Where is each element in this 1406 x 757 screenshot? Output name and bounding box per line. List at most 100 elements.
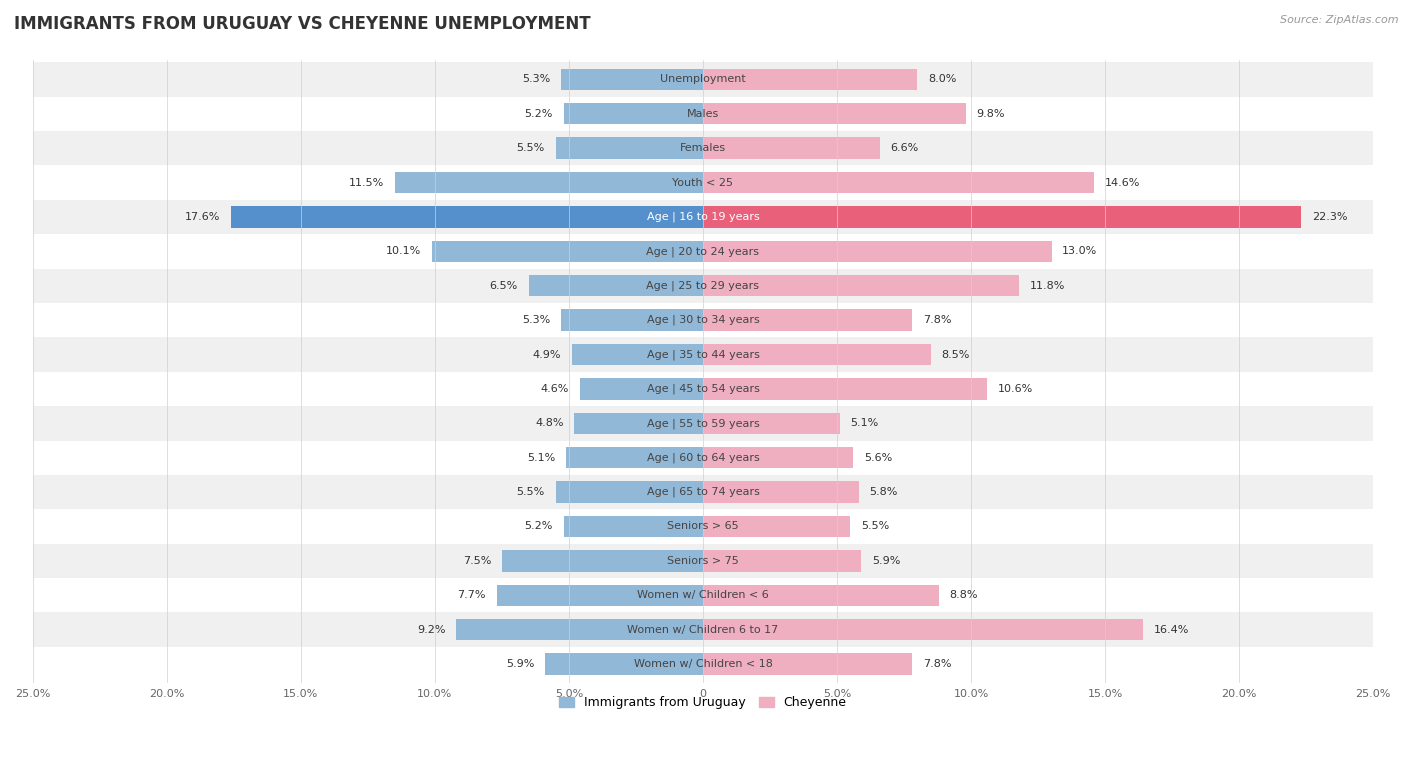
- Bar: [555, 138, 703, 159]
- Bar: [544, 653, 703, 674]
- Bar: [703, 413, 839, 434]
- Bar: [703, 550, 862, 572]
- Text: 11.5%: 11.5%: [349, 178, 384, 188]
- Bar: [703, 619, 1143, 640]
- Bar: [6, 406, 1400, 441]
- Bar: [579, 378, 703, 400]
- Bar: [6, 303, 1400, 338]
- Text: 11.8%: 11.8%: [1031, 281, 1066, 291]
- Text: 7.7%: 7.7%: [457, 590, 486, 600]
- Text: 22.3%: 22.3%: [1312, 212, 1347, 222]
- Text: 6.5%: 6.5%: [489, 281, 517, 291]
- Text: Women w/ Children < 18: Women w/ Children < 18: [634, 659, 772, 669]
- Text: Age | 25 to 29 years: Age | 25 to 29 years: [647, 280, 759, 291]
- Bar: [6, 97, 1400, 131]
- Bar: [561, 69, 703, 90]
- Text: Age | 30 to 34 years: Age | 30 to 34 years: [647, 315, 759, 326]
- Bar: [6, 475, 1400, 509]
- Text: 8.5%: 8.5%: [942, 350, 970, 360]
- Text: 9.2%: 9.2%: [418, 625, 446, 634]
- Text: 5.1%: 5.1%: [527, 453, 555, 463]
- Bar: [561, 310, 703, 331]
- Text: 7.8%: 7.8%: [922, 315, 952, 325]
- Bar: [395, 172, 703, 193]
- Bar: [703, 378, 987, 400]
- Bar: [703, 275, 1019, 297]
- Text: Seniors > 75: Seniors > 75: [666, 556, 740, 566]
- Bar: [703, 653, 912, 674]
- Text: Age | 20 to 24 years: Age | 20 to 24 years: [647, 246, 759, 257]
- Bar: [6, 338, 1400, 372]
- Text: 4.6%: 4.6%: [540, 384, 569, 394]
- Bar: [6, 578, 1400, 612]
- Text: Women w/ Children < 6: Women w/ Children < 6: [637, 590, 769, 600]
- Text: Age | 60 to 64 years: Age | 60 to 64 years: [647, 453, 759, 463]
- Bar: [457, 619, 703, 640]
- Text: Age | 16 to 19 years: Age | 16 to 19 years: [647, 212, 759, 222]
- Text: 14.6%: 14.6%: [1105, 178, 1140, 188]
- Text: 10.1%: 10.1%: [387, 246, 422, 257]
- Text: 9.8%: 9.8%: [977, 109, 1005, 119]
- Text: 5.1%: 5.1%: [851, 419, 879, 428]
- Bar: [529, 275, 703, 297]
- Text: 5.5%: 5.5%: [862, 522, 890, 531]
- Bar: [502, 550, 703, 572]
- Text: 5.3%: 5.3%: [522, 315, 550, 325]
- Bar: [703, 516, 851, 537]
- Bar: [231, 206, 703, 228]
- Text: 7.8%: 7.8%: [922, 659, 952, 669]
- Text: 8.0%: 8.0%: [928, 74, 956, 84]
- Bar: [6, 647, 1400, 681]
- Text: 5.8%: 5.8%: [869, 487, 897, 497]
- Text: 5.5%: 5.5%: [516, 143, 544, 153]
- Bar: [703, 138, 880, 159]
- Bar: [6, 269, 1400, 303]
- Bar: [564, 516, 703, 537]
- Text: 8.8%: 8.8%: [949, 590, 979, 600]
- Bar: [432, 241, 703, 262]
- Text: Females: Females: [681, 143, 725, 153]
- Text: 16.4%: 16.4%: [1153, 625, 1189, 634]
- Text: Youth < 25: Youth < 25: [672, 178, 734, 188]
- Text: 17.6%: 17.6%: [186, 212, 221, 222]
- Bar: [703, 172, 1094, 193]
- Text: 5.6%: 5.6%: [863, 453, 893, 463]
- Text: Age | 45 to 54 years: Age | 45 to 54 years: [647, 384, 759, 394]
- Text: 7.5%: 7.5%: [463, 556, 491, 566]
- Text: 10.6%: 10.6%: [998, 384, 1033, 394]
- Text: 5.3%: 5.3%: [522, 74, 550, 84]
- Bar: [564, 103, 703, 124]
- Bar: [6, 165, 1400, 200]
- Bar: [6, 234, 1400, 269]
- Bar: [567, 447, 703, 469]
- Bar: [703, 241, 1052, 262]
- Bar: [703, 206, 1301, 228]
- Text: 4.9%: 4.9%: [533, 350, 561, 360]
- Text: 5.5%: 5.5%: [516, 487, 544, 497]
- Text: 13.0%: 13.0%: [1063, 246, 1098, 257]
- Text: Unemployment: Unemployment: [661, 74, 745, 84]
- Text: 5.9%: 5.9%: [506, 659, 534, 669]
- Legend: Immigrants from Uruguay, Cheyenne: Immigrants from Uruguay, Cheyenne: [554, 691, 852, 714]
- Text: 5.2%: 5.2%: [524, 109, 553, 119]
- Bar: [572, 344, 703, 365]
- Text: Age | 55 to 59 years: Age | 55 to 59 years: [647, 418, 759, 428]
- Bar: [6, 131, 1400, 165]
- Text: Source: ZipAtlas.com: Source: ZipAtlas.com: [1281, 15, 1399, 25]
- Text: 5.2%: 5.2%: [524, 522, 553, 531]
- Bar: [703, 310, 912, 331]
- Bar: [6, 441, 1400, 475]
- Bar: [6, 612, 1400, 647]
- Text: Age | 65 to 74 years: Age | 65 to 74 years: [647, 487, 759, 497]
- Bar: [703, 344, 931, 365]
- Bar: [703, 584, 939, 606]
- Bar: [6, 372, 1400, 406]
- Bar: [6, 544, 1400, 578]
- Text: 5.9%: 5.9%: [872, 556, 900, 566]
- Bar: [703, 481, 859, 503]
- Text: Age | 35 to 44 years: Age | 35 to 44 years: [647, 349, 759, 360]
- Text: 4.8%: 4.8%: [536, 419, 564, 428]
- Bar: [555, 481, 703, 503]
- Bar: [574, 413, 703, 434]
- Text: Males: Males: [688, 109, 718, 119]
